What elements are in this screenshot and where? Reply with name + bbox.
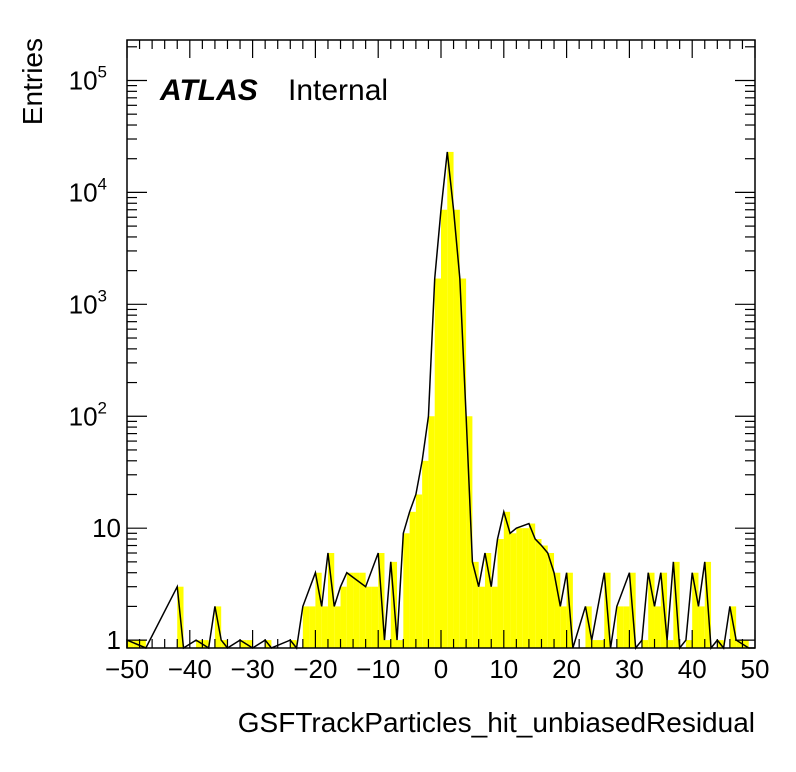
tick-labels: −50 −40 −30 −20 −10 0 10 20 30 40 50 1 10 102 103 104 10…	[69, 62, 770, 684]
histogram-bar	[315, 572, 322, 648]
histogram-bar	[478, 586, 485, 648]
histogram-bar	[522, 528, 529, 648]
histogram-bar	[447, 151, 454, 648]
histogram-bar	[422, 460, 429, 648]
histogram-bar	[491, 586, 498, 648]
histogram-bar	[346, 572, 354, 648]
histogram-bar	[654, 606, 661, 648]
histogram-bar	[127, 640, 134, 648]
x-tick-label: 40	[678, 654, 707, 684]
histogram-bar	[353, 572, 360, 648]
histogram-bar	[497, 539, 504, 648]
histogram-bar	[441, 209, 448, 648]
histogram-bar	[598, 640, 605, 648]
histogram-bar	[415, 494, 423, 648]
histogram-bar	[472, 561, 479, 648]
histogram-bar	[196, 640, 203, 648]
histogram-bar	[246, 640, 253, 648]
histogram-bar	[736, 640, 743, 648]
histogram-bar	[384, 640, 391, 648]
histogram-bar	[428, 416, 435, 648]
histogram-bar	[240, 640, 247, 648]
x-tick-label: 20	[552, 654, 581, 684]
x-tick-label: −50	[105, 654, 149, 684]
axis-ticks	[126, 40, 756, 648]
y-tick-label: 102	[69, 398, 107, 431]
x-tick-label: −20	[293, 654, 337, 684]
histogram-bar	[359, 572, 366, 648]
x-tick-label: −40	[168, 654, 212, 684]
histogram-bar	[616, 606, 624, 648]
y-axis-title: Entries	[17, 38, 48, 125]
histogram-bar	[371, 586, 379, 648]
histogram-bar	[484, 553, 492, 648]
histogram-bar	[409, 511, 416, 648]
y-tick-label: 103	[69, 286, 107, 319]
histogram-bar	[510, 533, 517, 648]
histogram-bar	[623, 606, 630, 648]
histogram-bar	[309, 606, 316, 648]
x-tick-label: 30	[615, 654, 644, 684]
histogram-bar	[516, 528, 523, 648]
histogram-bar	[641, 640, 649, 648]
histogram-bar	[334, 606, 341, 648]
histogram-bar	[302, 606, 310, 648]
histogram-bar	[202, 640, 209, 648]
histogram-bar	[547, 553, 555, 648]
histogram-bar	[528, 523, 536, 648]
histogram-bar	[535, 539, 542, 648]
histogram-bar	[466, 416, 473, 648]
histogram-bar	[554, 572, 561, 648]
histogram-bar	[459, 278, 467, 648]
x-tick-label: 10	[489, 654, 518, 684]
histogram-bar	[321, 606, 328, 648]
histogram-bar	[648, 572, 655, 648]
histogram-bar	[365, 586, 372, 648]
histogram-bar	[667, 640, 674, 648]
histogram-bar	[560, 606, 567, 648]
internal-label: Internal	[288, 74, 388, 107]
histogram-bars	[126, 151, 755, 650]
histogram-bar	[434, 278, 441, 648]
x-tick-label: 0	[434, 654, 448, 684]
histogram-bar	[327, 553, 335, 648]
x-tick-label: 50	[741, 654, 770, 684]
histogram-bar	[397, 640, 404, 648]
histogram-bar	[453, 209, 460, 648]
histogram-bar	[698, 606, 705, 648]
histogram-bar	[139, 640, 146, 648]
histogram-bar	[742, 640, 749, 648]
histogram-bar	[685, 640, 693, 648]
y-tick-label: 10	[92, 513, 121, 543]
y-tick-label: 105	[69, 62, 107, 95]
histogram-bar	[591, 640, 598, 648]
x-tick-label: −30	[231, 654, 275, 684]
x-axis-title: GSFTrackParticles_hit_unbiasedResidual	[238, 707, 755, 738]
histogram-bar	[403, 533, 410, 648]
y-tick-label: 104	[69, 174, 107, 207]
histogram-bar	[340, 586, 347, 648]
histogram-bar	[541, 545, 548, 648]
x-tick-label: −10	[356, 654, 400, 684]
y-tick-label: 1	[107, 625, 121, 655]
atlas-label: ATLAS	[159, 74, 258, 107]
histogram-bar	[503, 511, 511, 648]
histogram-outline	[126, 151, 755, 650]
histogram-bar	[692, 572, 699, 648]
